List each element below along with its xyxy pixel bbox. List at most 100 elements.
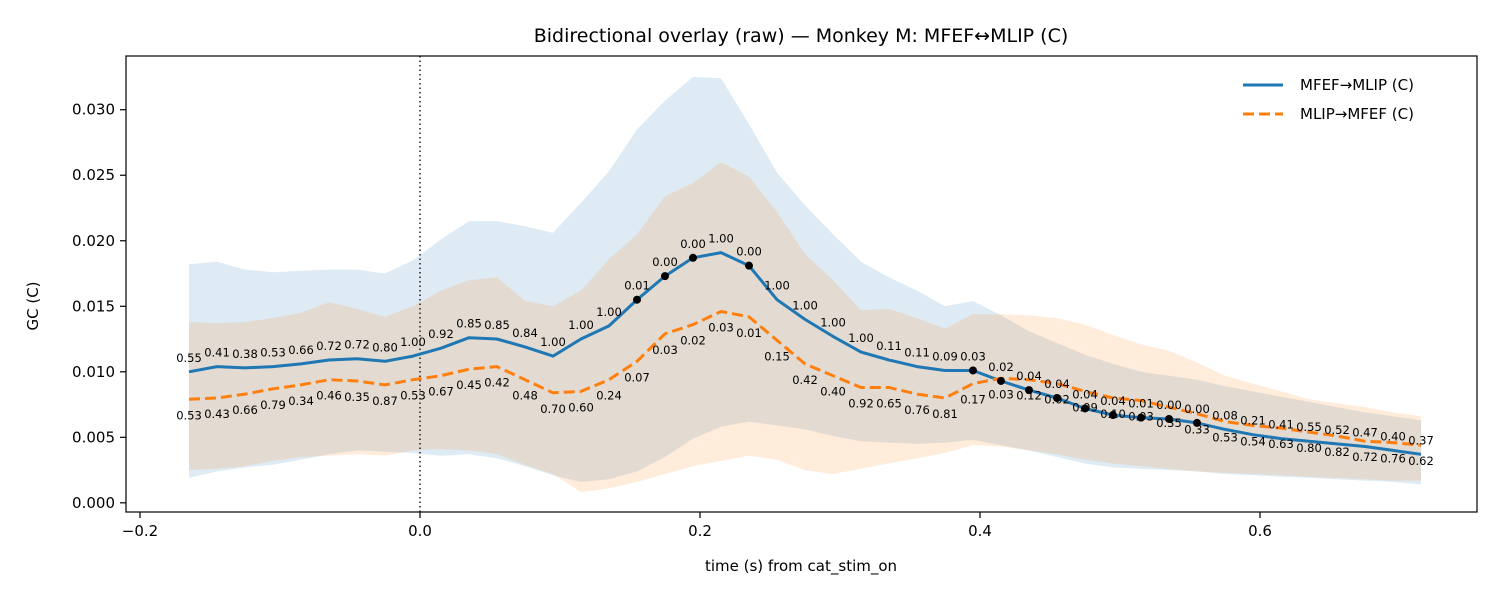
data-label: 0.35 <box>1156 416 1182 430</box>
data-label: 0.48 <box>512 389 538 403</box>
data-label: 0.55 <box>176 351 202 365</box>
data-label: 1.00 <box>568 318 594 332</box>
data-label: 0.04 <box>1100 394 1126 408</box>
data-label: 0.82 <box>1324 445 1350 459</box>
data-label: 0.00 <box>736 245 762 259</box>
data-label: 0.43 <box>204 407 230 421</box>
data-label: 0.66 <box>232 403 258 417</box>
y-tick-label: 0.020 <box>72 232 115 250</box>
data-label: 0.21 <box>1240 414 1266 428</box>
data-label: 0.41 <box>1268 418 1294 432</box>
legend: MFEF→MLIP (C) MLIP→MFEF (C) <box>1243 76 1414 123</box>
data-label: 0.34 <box>288 394 314 408</box>
confidence-band-series-1 <box>189 77 1421 485</box>
data-label: 0.52 <box>1324 423 1350 437</box>
data-label: 0.60 <box>568 400 594 414</box>
data-label: 0.84 <box>512 326 538 340</box>
data-label: 0.40 <box>1380 429 1406 443</box>
data-label: 0.46 <box>316 389 342 403</box>
data-label: 0.38 <box>232 347 258 361</box>
data-label: 0.11 <box>876 339 902 353</box>
data-label: 0.67 <box>428 385 454 399</box>
y-tick-label: 0.010 <box>72 363 115 381</box>
data-label: 0.53 <box>260 346 286 360</box>
data-label: 0.11 <box>904 346 930 360</box>
data-label: 0.04 <box>1044 377 1070 391</box>
data-label: 0.47 <box>1352 425 1378 439</box>
data-label: 1.00 <box>764 279 790 293</box>
data-label: 0.45 <box>456 378 482 392</box>
data-label: 0.53 <box>1212 431 1238 445</box>
significant-point <box>633 295 641 304</box>
data-label: 0.02 <box>988 360 1014 374</box>
data-label: 0.62 <box>1408 454 1434 468</box>
legend-label-series-1: MFEF→MLIP (C) <box>1300 76 1414 94</box>
significant-point <box>1081 404 1089 413</box>
significant-point <box>1109 411 1117 420</box>
data-label: 0.09 <box>932 349 958 363</box>
data-label: 0.04 <box>1016 369 1042 383</box>
data-label: 1.00 <box>708 232 734 246</box>
data-label: 0.01 <box>624 279 650 293</box>
x-tick-label: 0.0 <box>408 522 432 540</box>
data-label: 0.65 <box>876 397 902 411</box>
data-label: 0.02 <box>680 334 706 348</box>
data-label: 0.81 <box>932 407 958 421</box>
significant-point <box>1025 386 1033 395</box>
data-label: 0.01 <box>1128 397 1154 411</box>
data-label: 0.15 <box>764 349 790 363</box>
y-tick-label: 0.025 <box>72 166 115 184</box>
significant-point <box>1165 414 1173 423</box>
data-label: 0.85 <box>456 317 482 331</box>
data-label: 0.04 <box>1072 387 1098 401</box>
data-label: 0.37 <box>1408 433 1434 447</box>
data-label: 0.92 <box>428 327 454 341</box>
data-label: 0.54 <box>1240 435 1266 449</box>
data-label: 0.76 <box>1380 452 1406 466</box>
data-label: 0.63 <box>1268 437 1294 451</box>
data-label: 0.03 <box>1128 410 1154 424</box>
data-label: 1.00 <box>820 315 846 329</box>
data-label: 0.55 <box>1296 420 1322 434</box>
y-axis-label: GC (C) <box>24 281 42 330</box>
data-label: 0.33 <box>1184 423 1210 437</box>
data-label: 0.42 <box>792 373 818 387</box>
data-label: 0.76 <box>904 403 930 417</box>
x-tick-label: 0.4 <box>968 522 992 540</box>
data-label: 0.72 <box>316 339 342 353</box>
data-label: 0.00 <box>680 237 706 251</box>
data-label: 0.24 <box>596 389 622 403</box>
data-label: 0.00 <box>1156 398 1182 412</box>
data-label: 0.72 <box>1352 450 1378 464</box>
data-label: 0.01 <box>736 326 762 340</box>
series-line-2 <box>188 310 1422 447</box>
significant-point <box>1053 394 1061 402</box>
confidence-bands <box>189 77 1421 493</box>
data-label: 1.00 <box>596 305 622 319</box>
confidence-band-series-2 <box>189 162 1421 493</box>
data-label: 0.12 <box>1016 389 1042 403</box>
data-label: 0.35 <box>344 390 370 404</box>
data-label: 0.03 <box>988 387 1014 401</box>
data-label: 0.08 <box>1212 408 1238 422</box>
data-label: 0.00 <box>652 255 678 269</box>
data-label: 0.92 <box>848 397 874 411</box>
data-label: 0.42 <box>484 376 510 390</box>
data-label: 0.07 <box>624 370 650 384</box>
significant-point <box>745 261 753 270</box>
data-label: 0.53 <box>176 408 202 422</box>
y-tick-label: 0.030 <box>72 101 115 119</box>
data-label: 0.53 <box>400 389 426 403</box>
x-tick-label: −0.2 <box>122 522 158 540</box>
data-label: 1.00 <box>848 331 874 345</box>
data-label: 0.66 <box>288 343 314 357</box>
chart-title: Bidirectional overlay (raw) — Monkey M: … <box>534 25 1069 47</box>
x-tick-label: 0.6 <box>1248 522 1272 540</box>
data-label: 0.02 <box>1044 393 1070 407</box>
data-label: 0.03 <box>960 349 986 363</box>
data-label: 0.10 <box>1100 407 1126 421</box>
x-axis-label: time (s) from cat_stim_on <box>705 557 897 576</box>
x-tick-label: 0.2 <box>688 522 712 540</box>
